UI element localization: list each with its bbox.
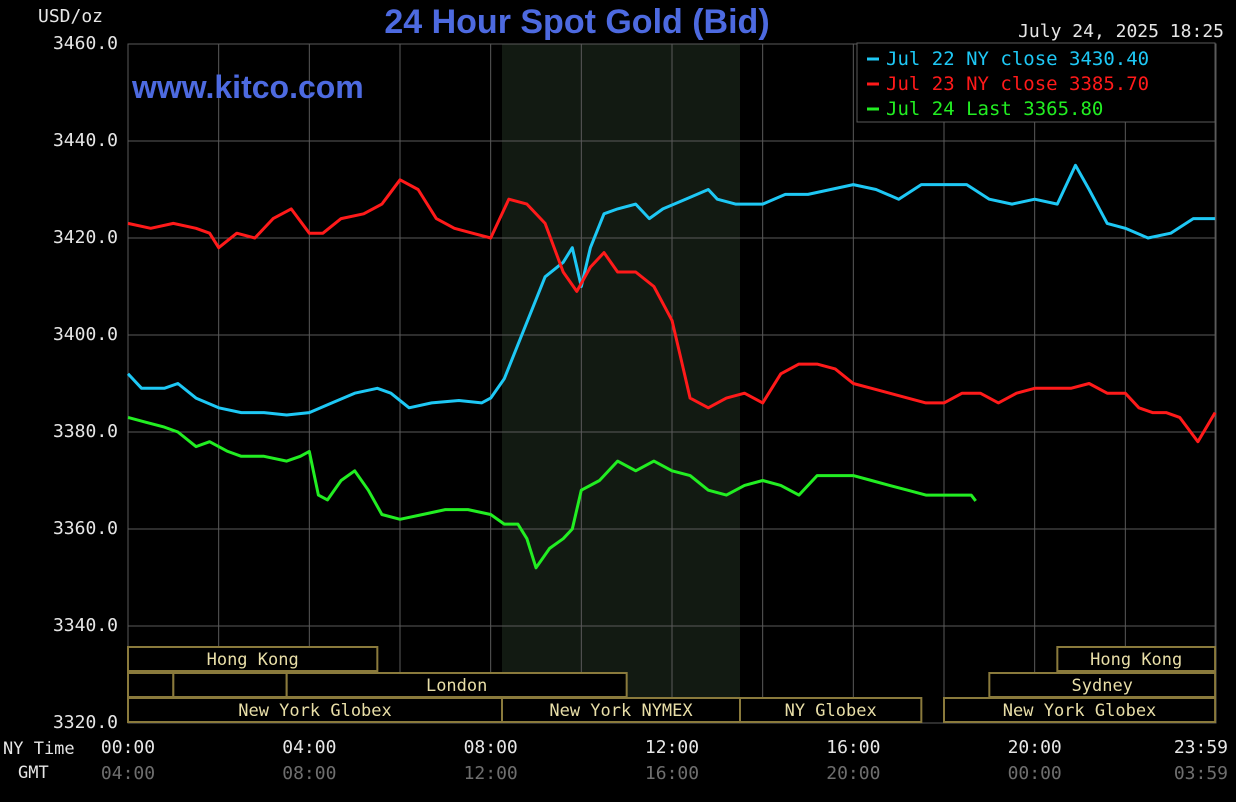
website-label: www.kitco.com [131, 69, 364, 105]
y-tick-label: 3340.0 [53, 615, 118, 636]
market-session-bar [943, 697, 1217, 723]
x-tick-label-ny: 16:00 [826, 737, 880, 758]
x-tick-label-ny: 00:00 [101, 737, 155, 758]
market-session-label: New York Globex [1003, 701, 1157, 721]
market-session-label: NY Globex [785, 701, 877, 721]
timestamp: July 24, 2025 18:25 [1018, 21, 1224, 42]
y-tick-label: 3460.0 [53, 33, 118, 54]
x-tick-label-gmt: 08:00 [282, 763, 336, 784]
unit-label: USD/oz [38, 6, 103, 27]
y-tick-label: 3380.0 [53, 421, 118, 442]
x-tick-label-ny: 23:59 [1174, 737, 1228, 758]
x-tick-label-gmt: 00:00 [1008, 763, 1062, 784]
series-line-1 [127, 178, 1217, 444]
y-tick-label: 3420.0 [53, 227, 118, 248]
legend-entry: Jul 22 NY close 3430.40 [886, 48, 1149, 70]
y-tick-label: 3320.0 [53, 712, 118, 733]
x-tick-label-gmt: 12:00 [464, 763, 518, 784]
market-session-bar [285, 672, 628, 698]
market-session-bar [172, 672, 288, 698]
legend: Jul 22 NY close 3430.40 Jul 23 NY close 3… [856, 42, 1216, 123]
market-session-label: Hong Kong [1090, 650, 1182, 670]
market-session-bar [127, 646, 379, 672]
market-session-bar [988, 672, 1217, 698]
market-session-bar [739, 697, 923, 723]
market-session-label: London [426, 676, 487, 696]
legend-entry: Jul 23 NY close 3385.70 [886, 73, 1149, 95]
market-session-bar [127, 672, 175, 698]
x-tick-label-ny: 04:00 [282, 737, 336, 758]
market-session-label: New York Globex [238, 701, 392, 721]
x-tick-label-ny: 12:00 [645, 737, 699, 758]
x-tick-label-gmt: 03:59 [1174, 763, 1228, 784]
chart-title: 24 Hour Spot Gold (Bid) [384, 3, 769, 41]
market-session-label: Hong Kong [207, 650, 299, 670]
x-tick-label-ny: 08:00 [464, 737, 518, 758]
market-session-label: Sydney [1072, 676, 1133, 696]
y-tick-label: 3440.0 [53, 130, 118, 151]
x-tick-label-ny: 20:00 [1008, 737, 1062, 758]
x-tick-label-gmt: 16:00 [645, 763, 699, 784]
y-tick-label: 3360.0 [53, 518, 118, 539]
market-session-bar [127, 697, 503, 723]
series-line-2 [127, 415, 977, 570]
gmt-row-label: GMT [18, 763, 49, 783]
market-session-label: New York NYMEX [549, 701, 693, 721]
y-tick-label: 3400.0 [53, 324, 118, 345]
x-tick-label-gmt: 04:00 [101, 763, 155, 784]
ny-time-row-label: NY Time [3, 739, 75, 759]
shaded-session-region [502, 44, 740, 723]
series-line-0 [126, 163, 1216, 417]
market-session-bar [1056, 646, 1217, 672]
x-tick-label-gmt: 20:00 [826, 763, 880, 784]
legend-entry: Jul 24 Last 3365.80 [886, 98, 1103, 120]
